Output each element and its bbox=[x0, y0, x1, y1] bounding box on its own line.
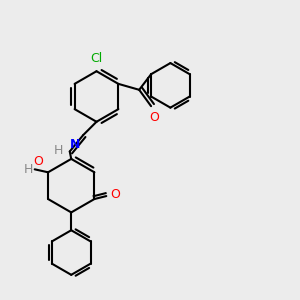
Text: Cl: Cl bbox=[90, 52, 103, 65]
Text: O: O bbox=[34, 155, 44, 168]
Text: O: O bbox=[149, 111, 159, 124]
Text: N: N bbox=[70, 137, 81, 151]
Text: H: H bbox=[24, 163, 33, 176]
Text: O: O bbox=[110, 188, 120, 201]
Text: H: H bbox=[54, 143, 63, 157]
